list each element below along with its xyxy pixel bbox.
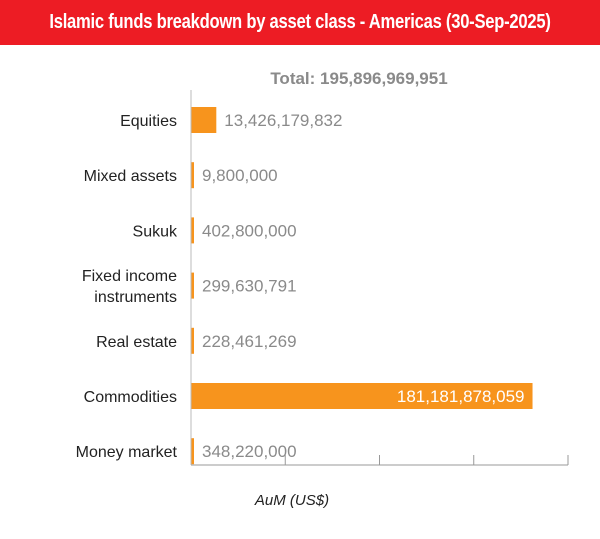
x-axis: [190, 90, 569, 466]
category-label: Mixed assets: [84, 168, 177, 185]
chart-header: Islamic funds breakdown by asset class -…: [0, 0, 600, 45]
category-label: Commodities: [84, 389, 177, 406]
chart-title: Islamic funds breakdown by asset class -…: [49, 11, 551, 33]
value-label: 348,220,000: [202, 442, 297, 461]
x-axis-label: AuM (US$): [254, 492, 329, 509]
bar: [191, 383, 533, 409]
bar: [191, 438, 194, 465]
bar: [191, 272, 194, 299]
category-label: Fixed income: [82, 268, 177, 285]
bar: [191, 107, 217, 133]
category-label: Sukuk: [133, 223, 178, 240]
bar: [191, 327, 194, 354]
value-label: 13,426,179,832: [224, 111, 342, 130]
total-label: Total: 195,896,969,951: [270, 69, 447, 88]
bar: [191, 217, 194, 244]
value-label: 228,461,269: [202, 332, 297, 351]
bar: [191, 162, 194, 189]
value-label: 181,181,878,059: [397, 387, 525, 406]
category-label: Equities: [120, 113, 177, 130]
category-label: Real estate: [96, 334, 177, 351]
category-label: instruments: [94, 289, 177, 306]
value-label: 402,800,000: [202, 221, 297, 240]
value-label: 9,800,000: [202, 166, 278, 185]
value-label: 299,630,791: [202, 277, 297, 296]
category-label: Money market: [76, 444, 178, 461]
